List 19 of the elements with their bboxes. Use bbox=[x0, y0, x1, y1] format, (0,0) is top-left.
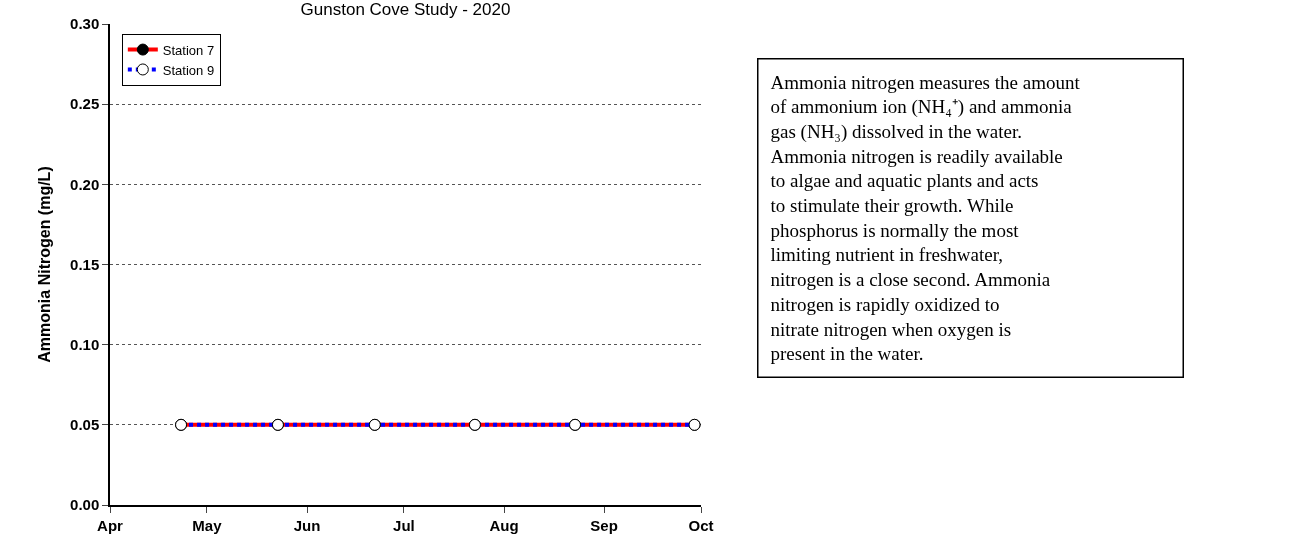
x-tick-label: May bbox=[192, 516, 223, 534]
x-tick-label: Jul bbox=[393, 516, 415, 534]
y-tick-label: 0.15 bbox=[70, 255, 100, 273]
y-tick-label: 0.20 bbox=[70, 175, 100, 193]
x-tick-label: Jun bbox=[293, 516, 321, 534]
text: Ammonia nitrogen measures the amount of ammonium ion (NH₄⁺) and ammonia gas (NH₃) dissolved in the water. Ammonia nitrogen is readily available to algae and aquatic plants and acts to stimulate their growth. While phosphorus is normally the most limiting nutrient in freshwater, nitrogen is a close second. Ammonia nitrogen is rapidly oxidized to nitrate nitrogen when oxygen is present in the water. bbox=[770, 71, 1080, 365]
x-tick-label: Oct bbox=[688, 516, 714, 534]
legend-label: Station 9 bbox=[162, 62, 215, 78]
y-tick-label: 0.25 bbox=[70, 95, 100, 113]
y-axis-title: Ammonia Nitrogen (mg/L) bbox=[36, 166, 54, 363]
y-tick-label: 0.30 bbox=[70, 15, 100, 33]
y-tick-label: 0.05 bbox=[70, 416, 100, 434]
y-tick-label: 0.00 bbox=[70, 496, 100, 514]
y-tick-label: 0.10 bbox=[70, 335, 100, 353]
x-tick-label: Sep bbox=[590, 516, 618, 534]
chart-title: Gunston Cove Study - 2020 bbox=[300, 0, 511, 19]
legend-label: Station 7 bbox=[162, 42, 215, 58]
x-tick-label: Aug bbox=[489, 516, 519, 534]
x-tick-label: Apr bbox=[97, 516, 124, 534]
